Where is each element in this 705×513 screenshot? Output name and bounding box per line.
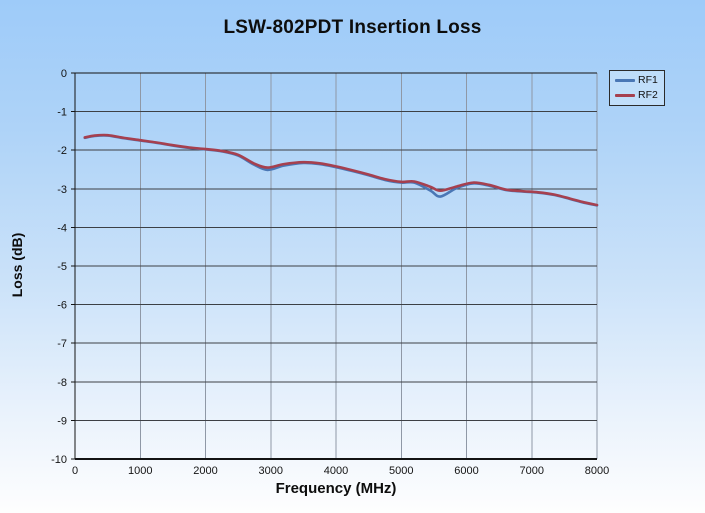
y-tick-label: -1 — [57, 107, 67, 119]
y-tick-label: -2 — [57, 145, 67, 157]
y-tick-label: 0 — [61, 68, 67, 80]
legend: RF1 RF2 — [609, 70, 665, 106]
y-tick-label: -3 — [57, 184, 67, 196]
legend-label-rf2: RF2 — [638, 89, 658, 101]
x-tick-label: 3000 — [259, 465, 283, 477]
x-tick-label: 5000 — [389, 465, 413, 477]
y-tick-label: -5 — [57, 261, 67, 273]
rf1-line[interactable] — [83, 134, 599, 207]
rf2-line[interactable] — [83, 133, 599, 207]
x-tick-label: 1000 — [128, 465, 152, 477]
y-tick-label: -9 — [57, 415, 67, 427]
y-tick-label: -7 — [57, 338, 67, 350]
y-tick-label: -8 — [57, 377, 67, 389]
legend-item-rf2[interactable]: RF2 — [615, 90, 658, 101]
x-tick-label: 4000 — [324, 465, 348, 477]
rf2-line-swatch — [615, 94, 635, 97]
x-axis-title: Frequency (MHz) — [275, 480, 397, 497]
legend-label-rf1: RF1 — [638, 74, 658, 86]
y-axis-title: Loss (dB) — [9, 232, 25, 298]
x-tick-label: 2000 — [193, 465, 217, 477]
x-tick-label: 8000 — [585, 465, 609, 477]
x-tick-label: 7000 — [520, 465, 544, 477]
y-tick-label: -10 — [51, 454, 67, 466]
y-tick-label: -4 — [57, 222, 67, 234]
rf1-line-swatch — [615, 79, 635, 82]
legend-item-rf1[interactable]: RF1 — [615, 75, 658, 86]
x-tick-label: 6000 — [454, 465, 478, 477]
chart-title: LSW-802PDT Insertion Loss — [223, 17, 482, 38]
x-tick-label: 0 — [72, 465, 78, 477]
y-tick-label: -6 — [57, 300, 67, 312]
